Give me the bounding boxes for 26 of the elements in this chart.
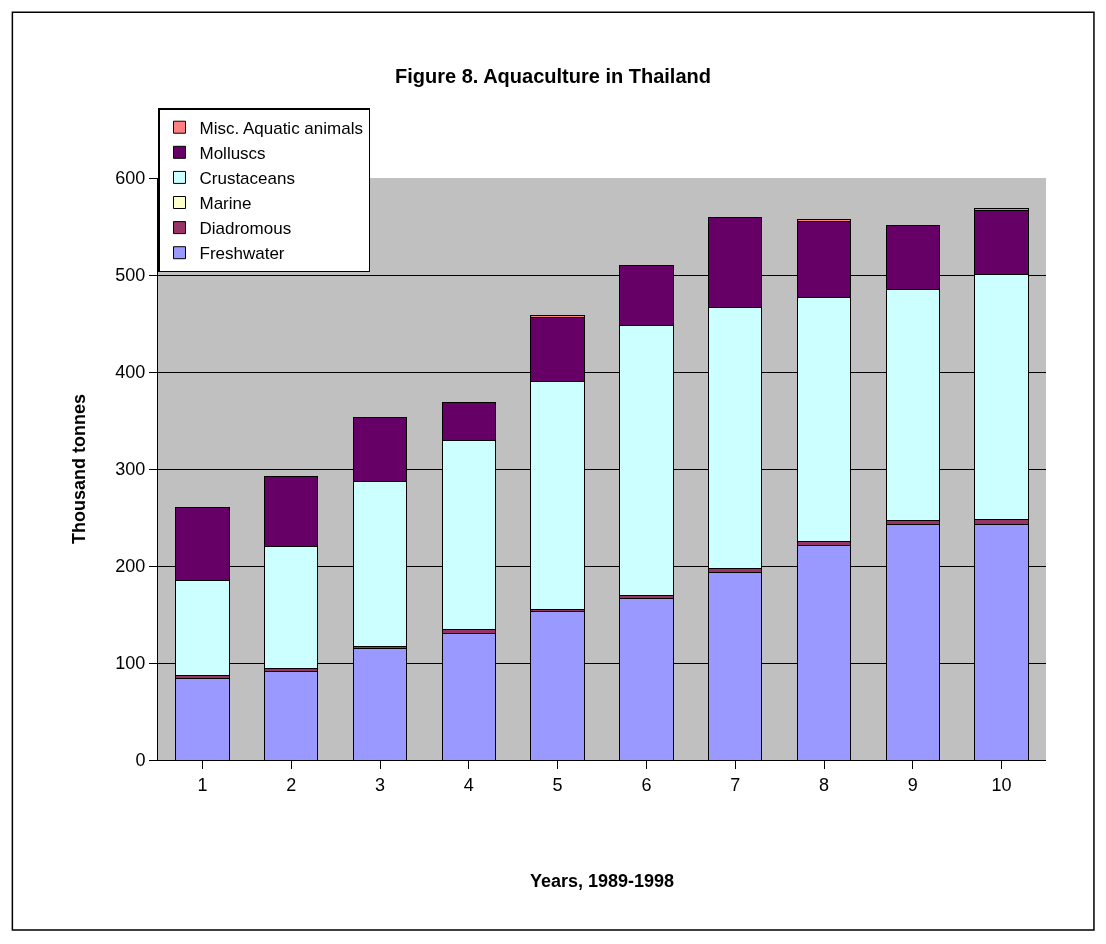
legend-label: Crustaceans [199, 169, 295, 189]
x-tick-label: 4 [463, 774, 474, 795]
y-tick-label: 200 [115, 556, 146, 577]
x-tick-label: 5 [552, 774, 563, 795]
x-tick-label: 3 [374, 774, 386, 795]
x-tick-label: 7 [730, 774, 741, 795]
y-tick-label: 100 [115, 653, 146, 674]
x-tick-label: 6 [641, 774, 652, 795]
legend-label: Freshwater [199, 244, 285, 264]
x-tick-label: 10 [991, 774, 1012, 795]
x-tick-label: 2 [286, 774, 297, 795]
x-axis-title: Years, 1989-1998 [529, 870, 675, 891]
legend-label: Diadromous [199, 219, 292, 239]
x-tick-label: 1 [197, 774, 208, 795]
y-tick-label: 500 [115, 265, 146, 286]
chart-title: Figure 8. Aquaculture in Thailand [395, 64, 711, 87]
y-tick-label: 600 [115, 168, 146, 189]
y-axis-title: Thousand tonnes [68, 394, 89, 544]
x-tick-label: 8 [818, 774, 830, 795]
y-tick-label: 0 [135, 750, 146, 771]
legend-label: Marine [199, 194, 252, 214]
y-tick-label: 400 [115, 362, 146, 383]
x-tick-label: 9 [907, 774, 918, 795]
legend-label: Molluscs [199, 143, 266, 163]
y-tick-label: 300 [115, 459, 146, 480]
legend-label: Misc. Aquatic animals [199, 118, 363, 138]
